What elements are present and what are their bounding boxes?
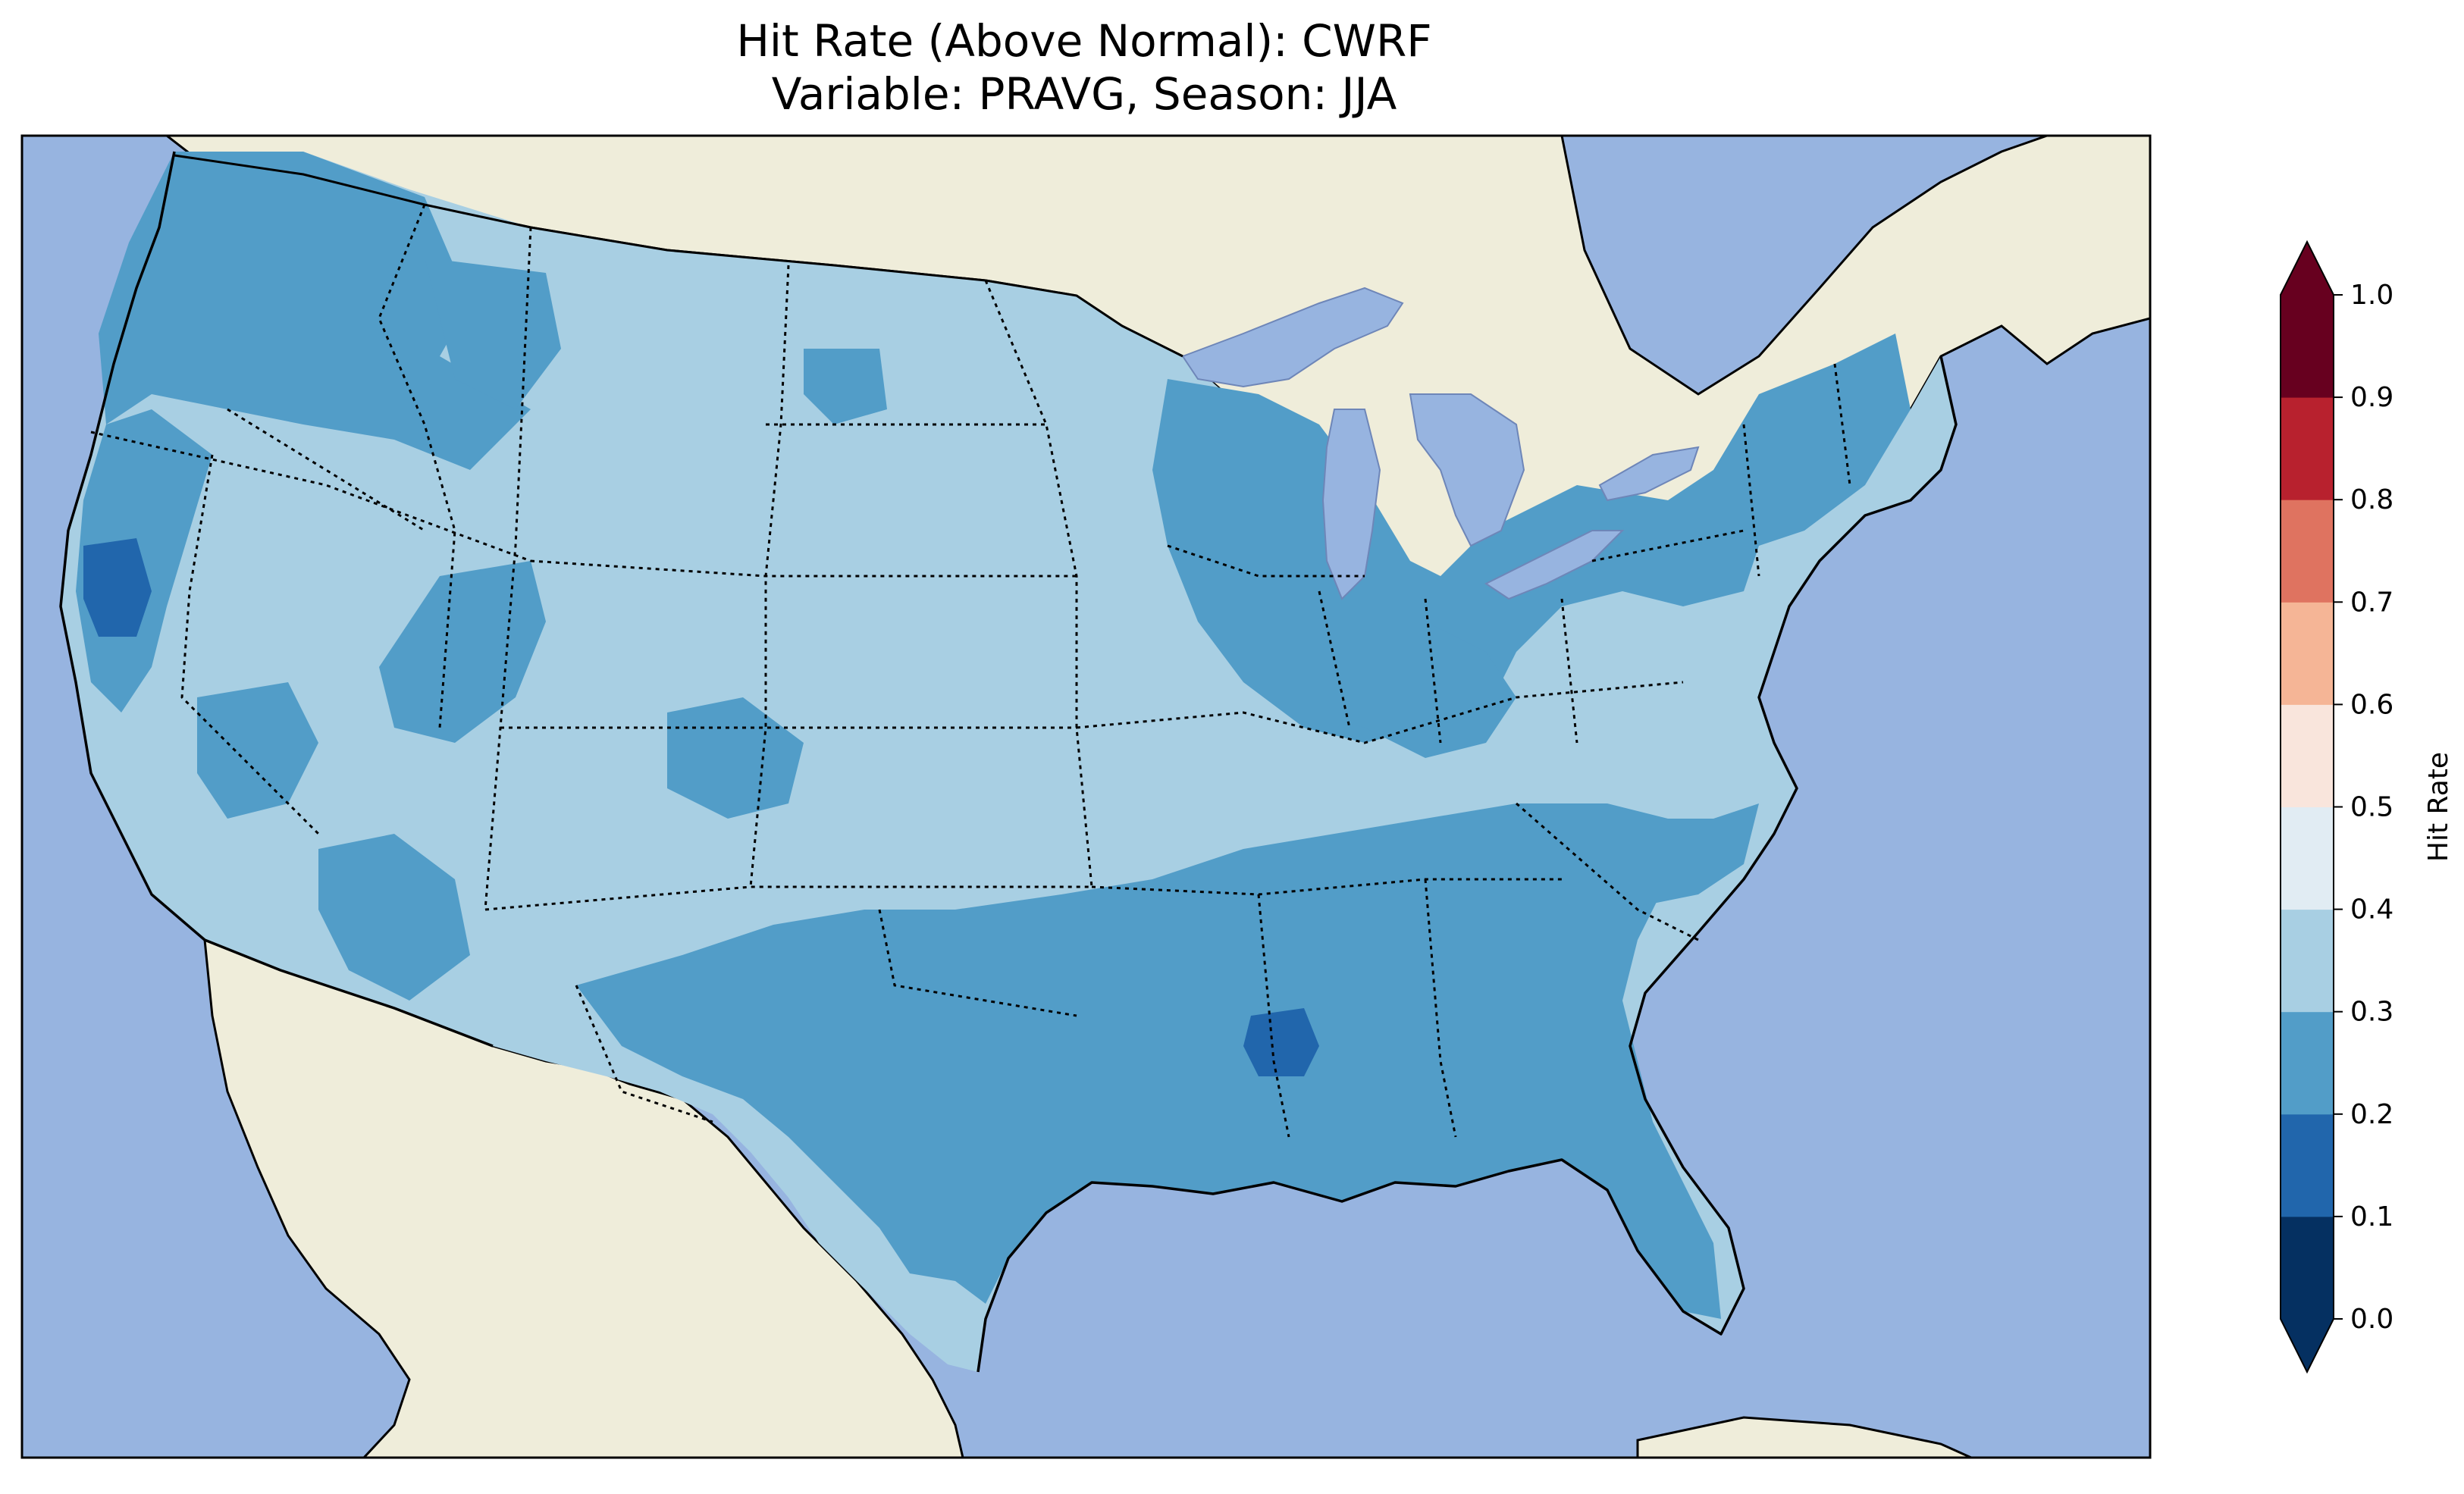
field-region-mississippi-low <box>1243 1008 1319 1076</box>
map-title-line-2: Variable: PRAVG, Season: JJA <box>771 68 1397 120</box>
map-title-line-1: Hit Rate (Above Normal): CWRF <box>736 15 1432 67</box>
lake-superior <box>1181 287 1404 388</box>
colorbar-tick-label: 0.2 <box>2350 1099 2393 1130</box>
colorbar-tick-label: 0.4 <box>2350 894 2393 926</box>
field-region-ohio-valley <box>1243 591 1516 758</box>
map-frame <box>20 134 2152 1459</box>
field-region-utah <box>379 561 546 743</box>
colorbar-tick-label: 0.7 <box>2350 587 2393 618</box>
colorbar-tick-label: 0.9 <box>2350 382 2393 413</box>
state-borders <box>90 204 1851 1138</box>
colorbar-bin <box>2281 909 2334 1013</box>
colorbar-extend-min <box>2281 1319 2334 1372</box>
lake-ontario <box>1598 446 1700 502</box>
colorbar-tick-label: 0.5 <box>2350 792 2393 823</box>
colorbar-bin <box>2281 500 2334 603</box>
colorbar-bin <box>2281 1011 2334 1115</box>
lake-erie <box>1484 530 1625 600</box>
field-region-pacific-northwest <box>99 152 531 470</box>
colorbar-bin <box>2281 807 2334 910</box>
field-region-nevada-south <box>197 682 318 819</box>
caribbean-land <box>1636 1416 1972 1458</box>
coastline <box>59 151 1958 1373</box>
field-region-southern-states <box>576 803 1721 1319</box>
colorbar-tick-label: 0.3 <box>2350 997 2393 1028</box>
colorbar-bin <box>2281 295 2334 398</box>
field-region-dakota <box>804 349 887 424</box>
colorbar-bin <box>2281 1113 2334 1217</box>
field-region-central-california-low <box>83 538 152 637</box>
us-canada-border <box>174 154 1183 358</box>
field-region-carolinas <box>1547 803 1759 910</box>
lake-michigan <box>1321 409 1381 600</box>
map-axes <box>22 136 2150 1458</box>
colorbar-tick-label: 0.6 <box>2350 689 2393 720</box>
colorbar-bin <box>2281 602 2334 705</box>
colorbar-tick-label: 0.8 <box>2350 484 2393 515</box>
colorbar-extend-max <box>2281 242 2334 295</box>
colorbar-tick-label: 1.0 <box>2350 280 2393 311</box>
colorbar-bin <box>2281 1216 2334 1320</box>
colorbar: 0.0 0.1 0.2 0.3 0.4 0.5 0.6 0.7 0.8 0.9 1.0 Hit Rat… <box>2280 240 2454 1374</box>
colorbar-label: Hit Rate <box>2423 752 2454 862</box>
field-region-arizona <box>318 834 470 1001</box>
lake-huron <box>1409 393 1525 547</box>
colorbar-bin <box>2281 704 2334 807</box>
colorbar-bin <box>2281 397 2334 500</box>
colorbar-tick-label: 0.1 <box>2350 1201 2393 1232</box>
colorbar-tick-label: 0.0 <box>2350 1304 2393 1335</box>
